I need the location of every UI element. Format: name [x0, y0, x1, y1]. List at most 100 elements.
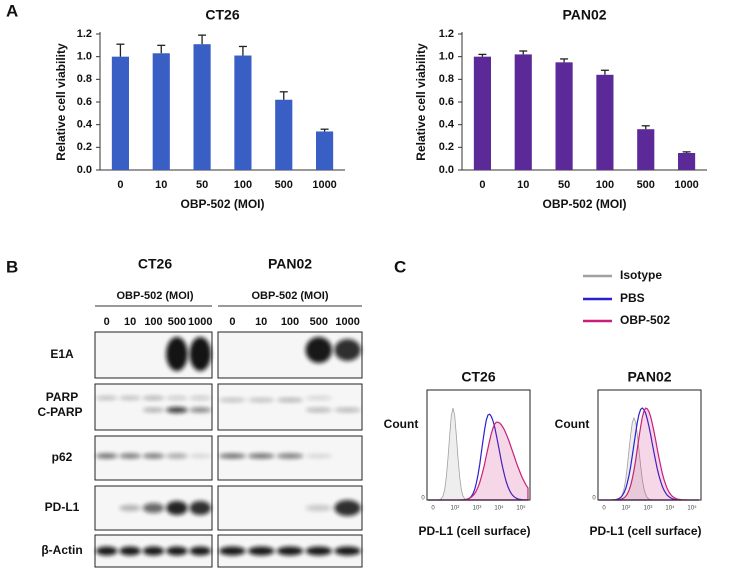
x-tick-label: 10² [451, 506, 460, 512]
panel-label: C [394, 257, 406, 276]
blot-band [119, 396, 141, 400]
blot-band [142, 396, 165, 400]
y-axis-label: Count [555, 417, 590, 431]
blot-band [119, 505, 141, 511]
blot-band [95, 546, 118, 556]
x-tick-label: 10 [517, 179, 529, 191]
blot-band [189, 546, 212, 556]
x-axis-label: PD-L1 (cell surface) [589, 524, 701, 538]
row-label: β-Actin [41, 543, 82, 557]
legend-label: PBS [620, 291, 645, 305]
x-tick-label: 10³ [473, 506, 482, 512]
y-tick-label: 1.2 [77, 28, 92, 40]
blot-band [189, 501, 212, 515]
x-tick-label: 10 [155, 179, 167, 191]
blot-band [334, 408, 361, 412]
blot-band [219, 398, 246, 402]
x-tick-label: 50 [196, 179, 208, 191]
y-axis-label: Relative cell viability [54, 43, 68, 161]
row-label: C-PARP [37, 405, 82, 419]
blot-band [95, 453, 118, 459]
y-tick-label: 0.4 [439, 119, 455, 131]
blot-band [276, 398, 304, 402]
y-tick-label: 0.2 [439, 141, 454, 153]
bar [514, 54, 532, 170]
blot-band [142, 408, 165, 412]
lane-label: 1000 [188, 316, 212, 328]
blot-band [142, 546, 165, 556]
histogram [599, 407, 699, 501]
blot-band [334, 546, 361, 556]
bar [316, 131, 334, 170]
bar [637, 129, 655, 170]
y-tick-label: 0 [421, 496, 425, 502]
blot-band [142, 503, 165, 513]
plot-frame [426, 389, 531, 501]
bar [473, 56, 491, 170]
y-axis-label: Relative cell viability [414, 43, 428, 161]
treatment: OBP-502 (MOI) [251, 290, 328, 302]
lane-label: 10 [255, 316, 267, 328]
lane-label: 500 [168, 316, 186, 328]
y-tick-label: 0.8 [439, 73, 454, 85]
x-tick-label: 50 [558, 179, 570, 191]
y-tick-label: 0.2 [77, 141, 92, 153]
bar [596, 74, 614, 170]
blot-band [247, 453, 275, 459]
y-tick-label: 0.4 [77, 119, 93, 131]
blot-band [247, 398, 275, 402]
cell-line: CT26 [138, 256, 172, 272]
x-tick-label: 10⁵ [516, 505, 526, 512]
blot-band [119, 546, 141, 556]
x-tick-label: 500 [637, 179, 655, 191]
plot-frame [597, 389, 702, 501]
bar [193, 44, 211, 171]
blot-band [95, 396, 118, 400]
x-tick-label: 10⁵ [687, 505, 697, 512]
blot-band [247, 546, 275, 556]
blot-band [305, 396, 333, 400]
blot-band [219, 453, 246, 459]
row-label: p62 [52, 450, 73, 464]
blot-band [305, 546, 333, 556]
lane-label: 10 [124, 316, 136, 328]
bar [275, 99, 293, 170]
blot-band [305, 408, 333, 412]
blot-band [189, 454, 212, 458]
chart-title: PAN02 [562, 7, 606, 23]
panel-label: B [6, 257, 18, 276]
blot-band [189, 396, 212, 400]
x-tick-label: 10⁴ [665, 505, 675, 512]
y-axis-label: Count [384, 417, 419, 431]
x-tick-label: 0 [602, 506, 606, 512]
histogram [428, 421, 529, 501]
y-tick-label: 0.0 [77, 164, 92, 176]
chart-title: CT26 [205, 7, 239, 23]
x-tick-label: 10³ [644, 506, 653, 512]
bar [152, 53, 170, 171]
blot-band [119, 453, 141, 459]
y-tick-label: 0.6 [439, 96, 454, 108]
x-axis-label: PD-L1 (cell surface) [418, 524, 530, 538]
y-tick-label: 0 [592, 496, 596, 502]
blot-band [166, 546, 188, 556]
x-tick-label: 100 [596, 179, 614, 191]
blot-band [142, 453, 165, 459]
blot-band [276, 453, 304, 459]
x-tick-label: 1000 [312, 179, 336, 191]
lane-label: 1000 [335, 316, 359, 328]
blot-band [189, 337, 212, 371]
blot-band [334, 339, 361, 361]
row-label: PARP [46, 390, 78, 404]
x-axis-label: OBP-502 (MOI) [542, 197, 626, 211]
cell-line: PAN02 [268, 256, 312, 272]
legend-label: Isotype [620, 268, 662, 282]
x-tick-label: 0 [117, 179, 123, 191]
blot-band [166, 337, 188, 371]
blot-frame [94, 383, 213, 431]
lane-label: 0 [104, 316, 110, 328]
lane-label: 100 [281, 316, 299, 328]
plot-title: PAN02 [627, 369, 671, 385]
bar [234, 55, 252, 170]
blot-band [219, 546, 246, 556]
